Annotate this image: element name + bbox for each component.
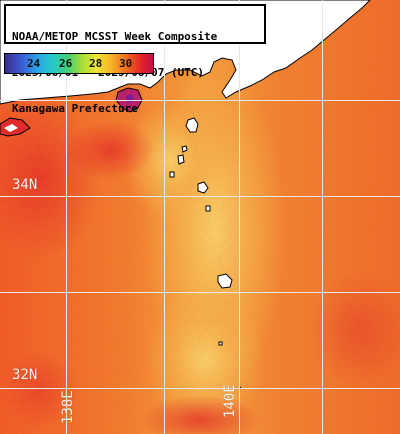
island-aogashima bbox=[218, 341, 223, 346]
title-line-3: Kanagawa Prefecture bbox=[12, 102, 138, 115]
island-niijima bbox=[177, 154, 185, 165]
longitude-label-140e: 140E bbox=[222, 384, 238, 418]
island-hachijojima bbox=[217, 273, 233, 289]
legend-tick-26: 26 bbox=[59, 57, 73, 70]
legend-tick-24: 24 bbox=[27, 57, 41, 70]
map-title-box: NOAA/METOP MCSST Week Composite 2025/08/… bbox=[4, 4, 266, 115]
title-line-1: NOAA/METOP MCSST Week Composite bbox=[12, 30, 218, 43]
latitude-label-34n: 34N bbox=[12, 177, 38, 193]
legend-tick-30: 30 bbox=[119, 57, 133, 70]
temperature-color-legend: 24 26 28 30 bbox=[4, 53, 154, 74]
island-toshima bbox=[181, 145, 188, 153]
longitude-label-138e: 138E bbox=[60, 390, 76, 424]
island-miyakejima bbox=[197, 181, 209, 194]
island-mikurajima bbox=[205, 205, 211, 212]
island-oshima bbox=[185, 117, 199, 133]
legend-tick-28: 28 bbox=[89, 57, 103, 70]
latitude-label-32n: 32N bbox=[12, 367, 38, 383]
island-kozushima bbox=[169, 171, 175, 178]
